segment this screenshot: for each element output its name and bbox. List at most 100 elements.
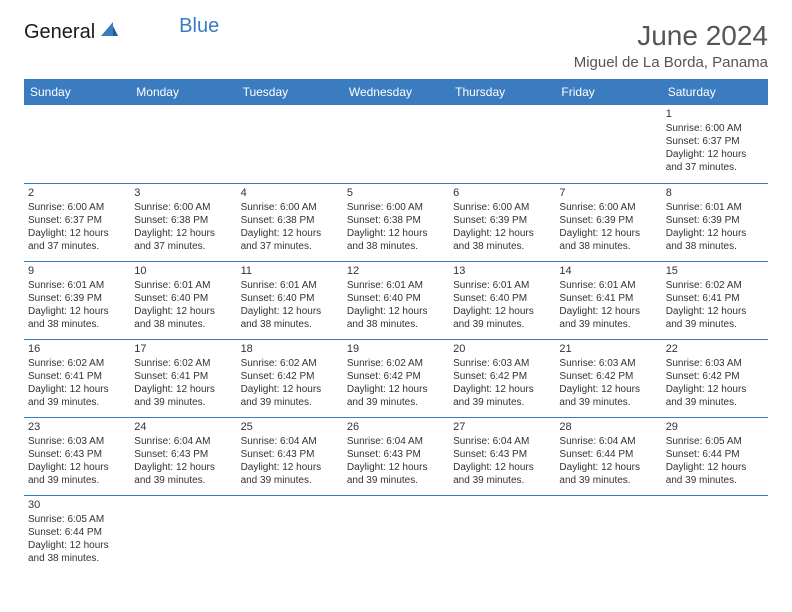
calendar-day-cell bbox=[662, 495, 768, 573]
calendar-day-cell: 26Sunrise: 6:04 AMSunset: 6:43 PMDayligh… bbox=[343, 417, 449, 495]
calendar-week-row: 23Sunrise: 6:03 AMSunset: 6:43 PMDayligh… bbox=[24, 417, 768, 495]
day-info: Sunrise: 6:01 AMSunset: 6:40 PMDaylight:… bbox=[241, 279, 339, 331]
day-info: Sunrise: 6:00 AMSunset: 6:37 PMDaylight:… bbox=[666, 122, 764, 174]
day-number: 2 bbox=[28, 186, 126, 200]
calendar-day-cell: 29Sunrise: 6:05 AMSunset: 6:44 PMDayligh… bbox=[662, 417, 768, 495]
calendar-day-cell: 19Sunrise: 6:02 AMSunset: 6:42 PMDayligh… bbox=[343, 339, 449, 417]
calendar-table: SundayMondayTuesdayWednesdayThursdayFrid… bbox=[24, 79, 768, 573]
weekday-header: Thursday bbox=[449, 79, 555, 105]
weekday-header: Wednesday bbox=[343, 79, 449, 105]
calendar-day-cell: 10Sunrise: 6:01 AMSunset: 6:40 PMDayligh… bbox=[130, 261, 236, 339]
calendar-day-cell: 12Sunrise: 6:01 AMSunset: 6:40 PMDayligh… bbox=[343, 261, 449, 339]
calendar-week-row: 30Sunrise: 6:05 AMSunset: 6:44 PMDayligh… bbox=[24, 495, 768, 573]
day-number: 27 bbox=[453, 420, 551, 434]
day-info: Sunrise: 6:03 AMSunset: 6:42 PMDaylight:… bbox=[666, 357, 764, 409]
weekday-header: Saturday bbox=[662, 79, 768, 105]
day-info: Sunrise: 6:00 AMSunset: 6:37 PMDaylight:… bbox=[28, 201, 126, 253]
calendar-day-cell: 17Sunrise: 6:02 AMSunset: 6:41 PMDayligh… bbox=[130, 339, 236, 417]
day-info: Sunrise: 6:01 AMSunset: 6:39 PMDaylight:… bbox=[666, 201, 764, 253]
day-number: 24 bbox=[134, 420, 232, 434]
day-number: 6 bbox=[453, 186, 551, 200]
day-number: 23 bbox=[28, 420, 126, 434]
logo-text-1: General bbox=[24, 21, 95, 44]
day-info: Sunrise: 6:01 AMSunset: 6:40 PMDaylight:… bbox=[453, 279, 551, 331]
calendar-day-cell: 9Sunrise: 6:01 AMSunset: 6:39 PMDaylight… bbox=[24, 261, 130, 339]
day-number: 5 bbox=[347, 186, 445, 200]
day-info: Sunrise: 6:01 AMSunset: 6:40 PMDaylight:… bbox=[134, 279, 232, 331]
calendar-week-row: 2Sunrise: 6:00 AMSunset: 6:37 PMDaylight… bbox=[24, 183, 768, 261]
day-info: Sunrise: 6:03 AMSunset: 6:42 PMDaylight:… bbox=[559, 357, 657, 409]
day-info: Sunrise: 6:02 AMSunset: 6:41 PMDaylight:… bbox=[28, 357, 126, 409]
calendar-day-cell bbox=[237, 495, 343, 573]
calendar-day-cell bbox=[130, 105, 236, 183]
calendar-day-cell: 13Sunrise: 6:01 AMSunset: 6:40 PMDayligh… bbox=[449, 261, 555, 339]
day-info: Sunrise: 6:00 AMSunset: 6:39 PMDaylight:… bbox=[559, 201, 657, 253]
header: General Blue June 2024 Miguel de La Bord… bbox=[24, 20, 768, 71]
calendar-day-cell: 22Sunrise: 6:03 AMSunset: 6:42 PMDayligh… bbox=[662, 339, 768, 417]
day-number: 3 bbox=[134, 186, 232, 200]
calendar-day-cell: 4Sunrise: 6:00 AMSunset: 6:38 PMDaylight… bbox=[237, 183, 343, 261]
day-info: Sunrise: 6:04 AMSunset: 6:43 PMDaylight:… bbox=[347, 435, 445, 487]
day-number: 22 bbox=[666, 342, 764, 356]
logo-sail-icon bbox=[99, 20, 119, 44]
calendar-day-cell bbox=[24, 105, 130, 183]
day-number: 7 bbox=[559, 186, 657, 200]
day-number: 8 bbox=[666, 186, 764, 200]
logo: General Blue bbox=[24, 20, 219, 44]
calendar-day-cell bbox=[343, 105, 449, 183]
day-number: 1 bbox=[666, 107, 764, 121]
calendar-week-row: 1Sunrise: 6:00 AMSunset: 6:37 PMDaylight… bbox=[24, 105, 768, 183]
day-number: 10 bbox=[134, 264, 232, 278]
day-info: Sunrise: 6:02 AMSunset: 6:41 PMDaylight:… bbox=[134, 357, 232, 409]
day-info: Sunrise: 6:02 AMSunset: 6:42 PMDaylight:… bbox=[347, 357, 445, 409]
day-number: 26 bbox=[347, 420, 445, 434]
calendar-day-cell: 5Sunrise: 6:00 AMSunset: 6:38 PMDaylight… bbox=[343, 183, 449, 261]
calendar-day-cell bbox=[130, 495, 236, 573]
calendar-day-cell: 21Sunrise: 6:03 AMSunset: 6:42 PMDayligh… bbox=[555, 339, 661, 417]
day-info: Sunrise: 6:00 AMSunset: 6:39 PMDaylight:… bbox=[453, 201, 551, 253]
day-info: Sunrise: 6:02 AMSunset: 6:41 PMDaylight:… bbox=[666, 279, 764, 331]
day-number: 30 bbox=[28, 498, 126, 512]
title-block: June 2024 Miguel de La Borda, Panama bbox=[574, 20, 768, 71]
calendar-day-cell bbox=[449, 495, 555, 573]
day-number: 13 bbox=[453, 264, 551, 278]
day-number: 4 bbox=[241, 186, 339, 200]
calendar-day-cell bbox=[237, 105, 343, 183]
day-info: Sunrise: 6:03 AMSunset: 6:43 PMDaylight:… bbox=[28, 435, 126, 487]
calendar-day-cell: 23Sunrise: 6:03 AMSunset: 6:43 PMDayligh… bbox=[24, 417, 130, 495]
calendar-day-cell: 11Sunrise: 6:01 AMSunset: 6:40 PMDayligh… bbox=[237, 261, 343, 339]
day-info: Sunrise: 6:05 AMSunset: 6:44 PMDaylight:… bbox=[666, 435, 764, 487]
day-info: Sunrise: 6:04 AMSunset: 6:43 PMDaylight:… bbox=[241, 435, 339, 487]
page: General Blue June 2024 Miguel de La Bord… bbox=[0, 0, 792, 593]
calendar-day-cell bbox=[449, 105, 555, 183]
month-title: June 2024 bbox=[574, 20, 768, 52]
location: Miguel de La Borda, Panama bbox=[574, 54, 768, 71]
day-info: Sunrise: 6:00 AMSunset: 6:38 PMDaylight:… bbox=[241, 201, 339, 253]
day-info: Sunrise: 6:04 AMSunset: 6:43 PMDaylight:… bbox=[134, 435, 232, 487]
day-number: 9 bbox=[28, 264, 126, 278]
day-number: 28 bbox=[559, 420, 657, 434]
weekday-header: Friday bbox=[555, 79, 661, 105]
weekday-header-row: SundayMondayTuesdayWednesdayThursdayFrid… bbox=[24, 79, 768, 105]
day-number: 25 bbox=[241, 420, 339, 434]
calendar-day-cell bbox=[555, 495, 661, 573]
calendar-day-cell: 16Sunrise: 6:02 AMSunset: 6:41 PMDayligh… bbox=[24, 339, 130, 417]
calendar-day-cell: 30Sunrise: 6:05 AMSunset: 6:44 PMDayligh… bbox=[24, 495, 130, 573]
calendar-day-cell: 18Sunrise: 6:02 AMSunset: 6:42 PMDayligh… bbox=[237, 339, 343, 417]
day-number: 19 bbox=[347, 342, 445, 356]
calendar-day-cell: 28Sunrise: 6:04 AMSunset: 6:44 PMDayligh… bbox=[555, 417, 661, 495]
calendar-week-row: 16Sunrise: 6:02 AMSunset: 6:41 PMDayligh… bbox=[24, 339, 768, 417]
logo-text-2: Blue bbox=[179, 15, 219, 38]
weekday-header: Tuesday bbox=[237, 79, 343, 105]
day-info: Sunrise: 6:01 AMSunset: 6:40 PMDaylight:… bbox=[347, 279, 445, 331]
day-number: 21 bbox=[559, 342, 657, 356]
calendar-day-cell: 8Sunrise: 6:01 AMSunset: 6:39 PMDaylight… bbox=[662, 183, 768, 261]
day-number: 11 bbox=[241, 264, 339, 278]
day-number: 12 bbox=[347, 264, 445, 278]
calendar-day-cell: 2Sunrise: 6:00 AMSunset: 6:37 PMDaylight… bbox=[24, 183, 130, 261]
calendar-day-cell: 15Sunrise: 6:02 AMSunset: 6:41 PMDayligh… bbox=[662, 261, 768, 339]
day-info: Sunrise: 6:02 AMSunset: 6:42 PMDaylight:… bbox=[241, 357, 339, 409]
calendar-day-cell: 14Sunrise: 6:01 AMSunset: 6:41 PMDayligh… bbox=[555, 261, 661, 339]
weekday-header: Monday bbox=[130, 79, 236, 105]
day-info: Sunrise: 6:00 AMSunset: 6:38 PMDaylight:… bbox=[134, 201, 232, 253]
